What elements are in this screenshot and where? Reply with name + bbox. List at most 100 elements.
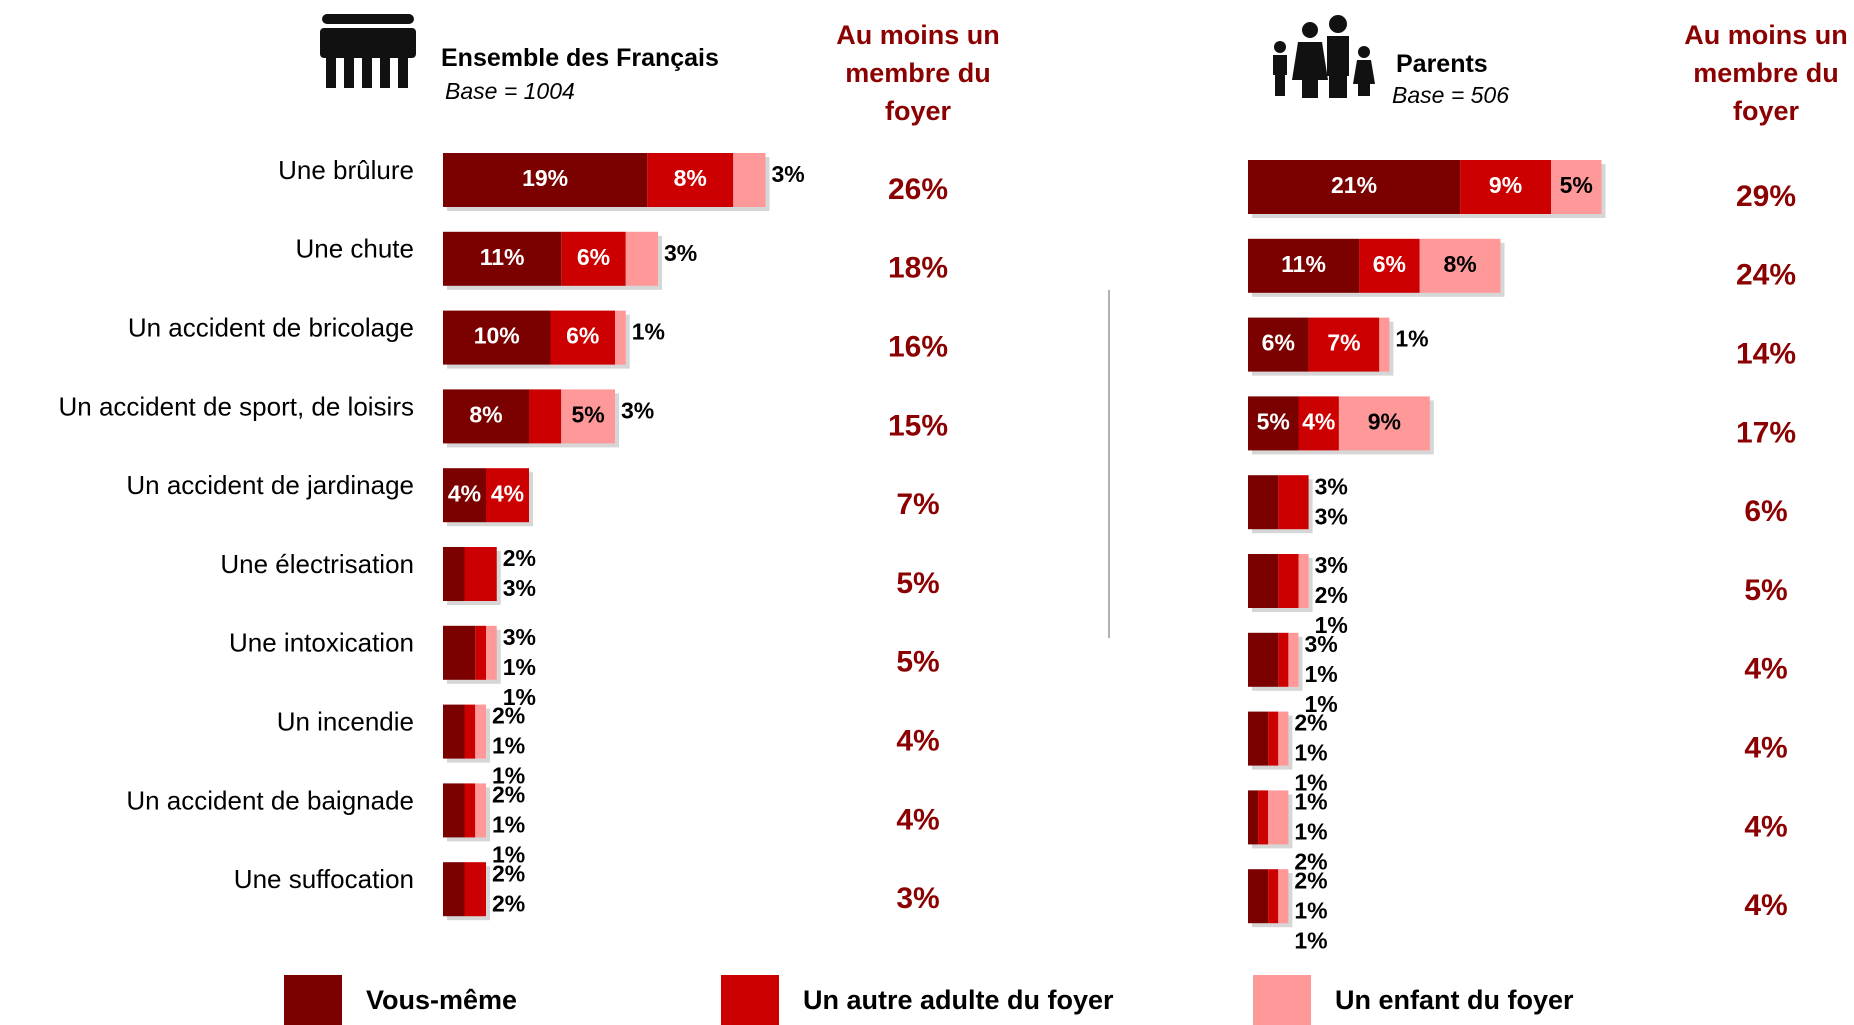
bar-segment — [475, 625, 486, 680]
total-label: 4% — [1744, 732, 1787, 765]
value-label: 7% — [1327, 330, 1360, 356]
category-label: Un accident de bricolage — [128, 312, 414, 342]
value-label: 4% — [491, 480, 524, 506]
value-label: 1% — [1294, 740, 1327, 766]
bar-segment — [1248, 790, 1259, 845]
value-label: 1% — [503, 684, 536, 710]
bar-segment — [464, 547, 497, 601]
value-label: 1% — [492, 763, 525, 789]
total-label: 6% — [1744, 495, 1787, 528]
bar-segment — [561, 389, 615, 444]
value-label: 3% — [621, 397, 654, 423]
total-label: 24% — [1736, 259, 1796, 292]
bar-segment — [443, 310, 551, 365]
total-label: 7% — [896, 488, 939, 521]
bar-segment — [443, 704, 465, 759]
value-label: 1% — [1294, 927, 1327, 953]
bar-segment — [1278, 632, 1289, 687]
total-label: 5% — [896, 567, 939, 600]
bar-segment — [1248, 475, 1279, 530]
value-label: 5% — [1257, 408, 1290, 434]
total-label: 4% — [1744, 889, 1787, 922]
value-label: 2% — [1294, 710, 1327, 736]
bar-segment — [443, 231, 562, 286]
total-label: 26% — [888, 173, 948, 206]
category-label: Une chute — [295, 234, 414, 264]
bar-segment — [486, 468, 529, 523]
value-label: 3% — [664, 240, 697, 266]
bar-segment — [443, 625, 476, 680]
value-label: 2% — [492, 781, 525, 807]
bar-segment — [1248, 317, 1309, 372]
bar-segment — [647, 153, 734, 207]
value-label: 4% — [448, 480, 481, 506]
value-label: 1% — [1294, 818, 1327, 844]
total-label: 15% — [888, 409, 948, 442]
bar-segment — [1248, 238, 1360, 293]
bar-segment — [443, 783, 465, 838]
bar-segment — [464, 862, 486, 917]
value-label: 2% — [1315, 582, 1348, 608]
total-label: 5% — [896, 646, 939, 679]
total-label: 5% — [1744, 574, 1787, 607]
value-label: 2% — [492, 703, 525, 729]
category-label: Un incendie — [277, 706, 414, 736]
bar-segment — [1308, 317, 1380, 372]
bar-segment — [615, 310, 626, 365]
value-label: 2% — [503, 545, 536, 571]
value-label: 3% — [1305, 631, 1338, 657]
bar-segment — [1298, 554, 1309, 608]
value-label: 1% — [492, 811, 525, 837]
total-label: 29% — [1736, 180, 1796, 213]
value-label: 5% — [572, 401, 605, 427]
total-label: 3% — [896, 882, 939, 915]
value-label: 6% — [566, 323, 599, 349]
bar-segment — [475, 783, 486, 838]
chart-title: Ensemble des Français — [441, 44, 719, 72]
value-label: 1% — [1294, 770, 1327, 796]
family-icon — [1273, 15, 1375, 98]
total-label: 17% — [1736, 416, 1796, 449]
category-label: Un accident de sport, de loisirs — [58, 391, 414, 421]
bar-segment — [733, 153, 766, 207]
value-label: 8% — [469, 401, 502, 427]
value-label: 10% — [474, 323, 520, 349]
value-label: 9% — [1489, 172, 1522, 198]
value-label: 2% — [492, 890, 525, 916]
bar-segment — [443, 547, 465, 601]
total-label: 4% — [896, 803, 939, 836]
bar-segment — [464, 704, 476, 759]
legend-label: Un enfant du foyer — [1335, 985, 1574, 1015]
bar-segment — [1248, 396, 1299, 451]
value-label: 1% — [492, 733, 525, 759]
total-label: 4% — [896, 725, 939, 758]
bar-segment — [1248, 632, 1279, 687]
bar-segment — [1288, 632, 1299, 687]
chart-subtitle: Base = 506 — [1392, 82, 1510, 108]
bar-segment — [1268, 711, 1279, 766]
chart-title: Parents — [1396, 50, 1488, 78]
value-label: 3% — [1315, 503, 1348, 529]
bar-segment — [561, 231, 626, 286]
value-label: 11% — [480, 244, 525, 270]
bar-segment — [475, 704, 486, 759]
value-label: 1% — [1305, 691, 1338, 717]
legend-swatch — [721, 975, 779, 1025]
value-label: 3% — [503, 575, 536, 601]
bar-segment — [1278, 554, 1299, 608]
category-label: Un accident de baignade — [126, 785, 414, 815]
bar-segment — [1338, 396, 1430, 451]
bar-segment — [443, 468, 486, 523]
value-label: 19% — [522, 165, 568, 191]
value-label: 6% — [1373, 251, 1406, 277]
bar-segment — [1278, 711, 1289, 766]
chart-subtitle: Base = 1004 — [445, 78, 575, 104]
people-icon — [320, 14, 416, 88]
total-label: 18% — [888, 252, 948, 285]
category-label: Une intoxication — [229, 628, 414, 658]
bar-segment — [1379, 317, 1390, 372]
bar-segment — [1298, 396, 1339, 451]
bar-segment — [486, 625, 497, 680]
value-label: 9% — [1368, 408, 1401, 434]
